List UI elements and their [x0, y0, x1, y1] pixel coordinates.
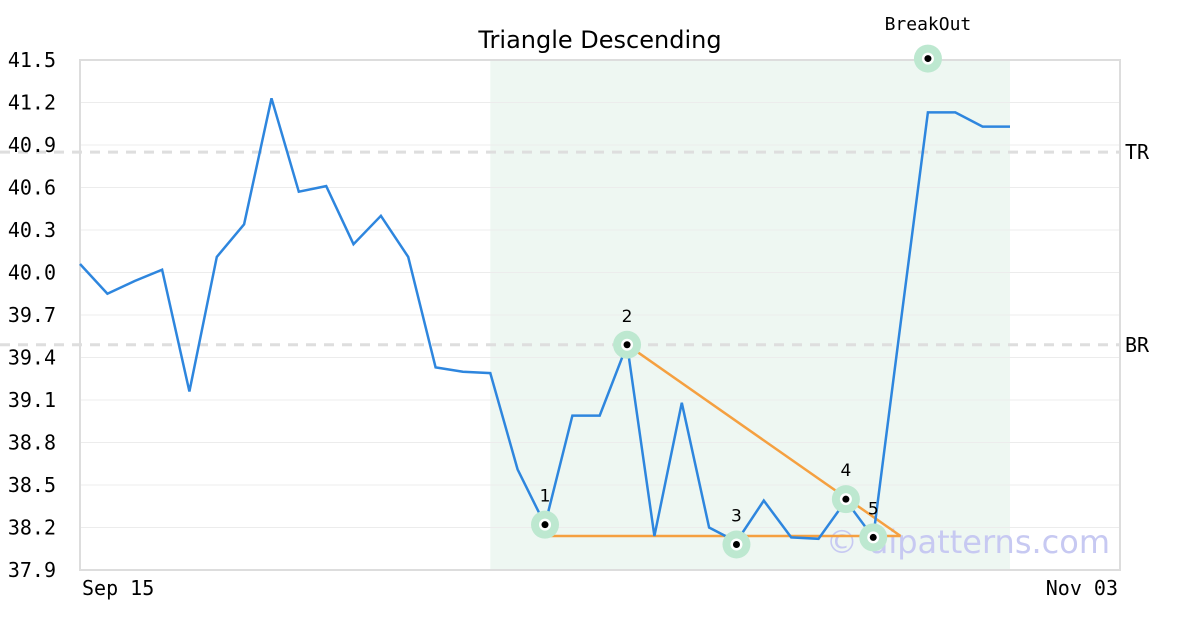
x-tick-label: Sep 15 [82, 576, 154, 600]
y-tick-label: 41.2 [8, 91, 56, 115]
reference-line-label: TR [1125, 140, 1150, 164]
pattern-points: 1 2 3 45 BreakOut [531, 14, 971, 559]
y-tick-label: 40.6 [8, 176, 56, 200]
point-dot [869, 533, 877, 541]
point-label: 5 [868, 499, 879, 519]
chart-title: Triangle Descending [477, 26, 721, 54]
y-tick-label: 40.9 [8, 133, 56, 157]
point-label: 2 [622, 307, 633, 327]
point-dot [842, 495, 850, 503]
y-tick-label: 39.1 [8, 388, 56, 412]
point-dot [924, 55, 932, 63]
y-tick-label: 39.4 [8, 346, 56, 370]
y-tick-label: 38.5 [8, 473, 56, 497]
breakout-label: BreakOut [885, 14, 972, 35]
point-dot [541, 521, 549, 529]
point-dot [732, 541, 740, 548]
x-axis: Sep 15 Nov 03 [82, 576, 1118, 600]
reference-lines: TR BR [0, 140, 1150, 357]
y-tick-label: 40.0 [8, 261, 56, 285]
y-tick-label: 41.5 [8, 48, 56, 72]
y-tick-label: 37.9 [8, 558, 56, 582]
y-axis: 37.9 38.2 38.5 38.8 39.1 39.4 39.7 40.0 40.3 40.6… [8, 48, 56, 582]
reference-line-label: BR [1125, 333, 1150, 357]
y-tick-label: 39.7 [8, 303, 56, 327]
point-label: 3 [731, 507, 742, 527]
y-tick-label: 40.3 [8, 218, 56, 242]
y-tick-label: 38.2 [8, 516, 56, 540]
plot-frame [79, 59, 1121, 571]
y-tick-label: 38.8 [8, 431, 56, 455]
x-tick-label: Nov 03 [1046, 576, 1118, 600]
point-dot [623, 341, 631, 349]
point-label: 1 [540, 487, 551, 507]
point-label: 4 [840, 461, 851, 481]
